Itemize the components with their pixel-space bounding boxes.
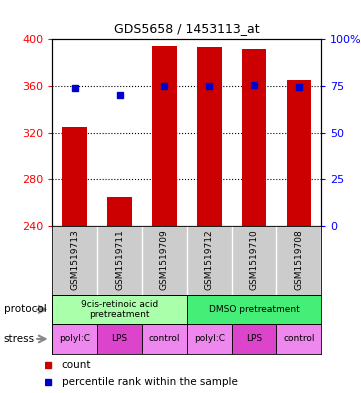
- Bar: [107, 197, 132, 226]
- Bar: [97, 324, 142, 354]
- Bar: [277, 324, 321, 354]
- Text: DMSO pretreatment: DMSO pretreatment: [209, 305, 299, 314]
- Text: GSM1519713: GSM1519713: [70, 230, 79, 290]
- Bar: [52, 295, 187, 324]
- Text: 9cis-retinoic acid
pretreatment: 9cis-retinoic acid pretreatment: [81, 300, 158, 319]
- Bar: [187, 324, 232, 354]
- Text: GSM1519710: GSM1519710: [249, 230, 258, 290]
- Text: polyI:C: polyI:C: [59, 334, 90, 343]
- Bar: [142, 324, 187, 354]
- Text: GSM1519709: GSM1519709: [160, 230, 169, 290]
- Text: GSM1519708: GSM1519708: [294, 230, 303, 290]
- Bar: [242, 49, 266, 226]
- Text: count: count: [62, 360, 91, 370]
- Text: control: control: [283, 334, 315, 343]
- Bar: [152, 46, 177, 226]
- Bar: [52, 324, 97, 354]
- Text: LPS: LPS: [246, 334, 262, 343]
- Bar: [197, 48, 222, 226]
- Bar: [287, 80, 311, 226]
- Bar: [187, 295, 321, 324]
- Text: protocol: protocol: [4, 305, 46, 314]
- Text: GSM1519711: GSM1519711: [115, 230, 124, 290]
- Text: LPS: LPS: [112, 334, 128, 343]
- Text: stress: stress: [4, 334, 35, 344]
- Text: GSM1519712: GSM1519712: [205, 230, 214, 290]
- Bar: [62, 127, 87, 226]
- Text: percentile rank within the sample: percentile rank within the sample: [62, 377, 238, 387]
- Text: control: control: [149, 334, 180, 343]
- Title: GDS5658 / 1453113_at: GDS5658 / 1453113_at: [114, 22, 260, 35]
- Bar: [232, 324, 277, 354]
- Text: polyI:C: polyI:C: [194, 334, 225, 343]
